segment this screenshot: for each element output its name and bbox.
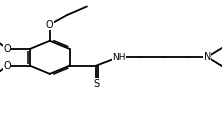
Text: O: O — [3, 61, 11, 71]
Text: S: S — [93, 79, 99, 89]
Text: O: O — [46, 20, 54, 30]
Text: N: N — [204, 52, 211, 62]
Text: O: O — [3, 44, 11, 54]
Text: NH: NH — [112, 53, 126, 61]
